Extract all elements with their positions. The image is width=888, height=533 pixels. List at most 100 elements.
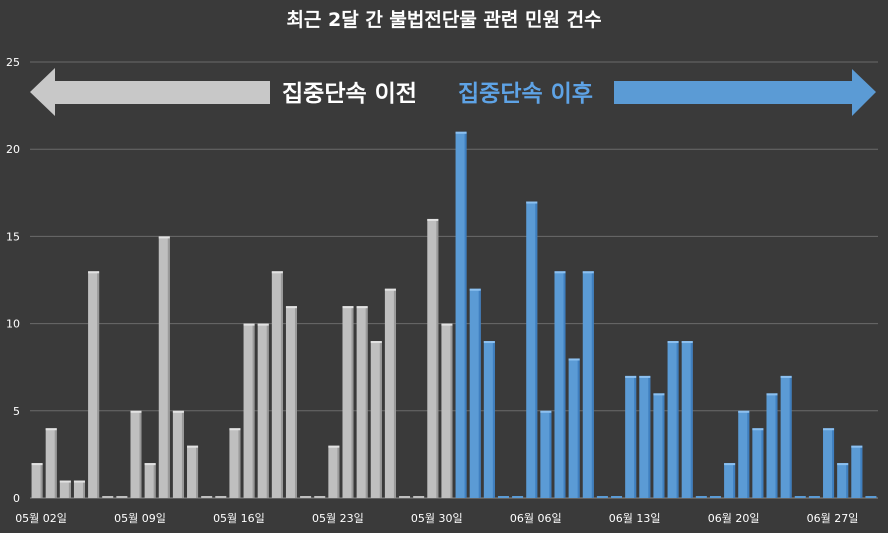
bar — [625, 375, 637, 498]
x-tick-label: 05월 02일 — [15, 511, 67, 525]
bar — [794, 496, 806, 498]
y-tick-label: 0 — [13, 492, 20, 505]
bar — [497, 496, 509, 498]
bar-top — [483, 341, 495, 344]
bar — [526, 201, 538, 498]
bar-face — [342, 306, 354, 498]
bar-top — [285, 306, 297, 309]
bar — [328, 445, 340, 498]
bar-side — [846, 463, 849, 498]
bar-face — [441, 323, 453, 498]
bar-top — [837, 463, 849, 466]
bar-side — [563, 271, 566, 498]
bar-top — [724, 463, 736, 466]
bar-side — [648, 375, 651, 498]
bar — [639, 375, 651, 498]
bar — [540, 410, 552, 498]
bar-face — [356, 306, 368, 498]
before-label: 집중단속 이전 — [282, 81, 417, 107]
bar-face — [88, 271, 100, 498]
bar — [455, 131, 467, 498]
bar-side — [280, 271, 283, 498]
bar-side — [167, 236, 170, 498]
bar-top — [441, 323, 453, 326]
bar-face — [172, 410, 184, 498]
bar-side — [775, 393, 778, 498]
bar-side — [535, 201, 538, 498]
bar — [681, 341, 693, 498]
x-tick-label: 06월 27일 — [807, 511, 859, 525]
bar — [102, 496, 114, 498]
bar-top — [356, 306, 368, 309]
bar-top — [31, 463, 43, 466]
bar-side — [266, 323, 269, 498]
bar-side — [591, 271, 594, 498]
bar-top — [59, 480, 71, 483]
bar — [766, 393, 778, 498]
bar-face — [455, 131, 467, 498]
bar-top — [243, 323, 255, 326]
bar — [865, 496, 877, 498]
bar — [823, 428, 835, 498]
bar — [215, 496, 227, 498]
bar — [384, 288, 396, 498]
x-tick-label: 05월 23일 — [312, 511, 364, 525]
bar — [512, 496, 524, 498]
bar — [370, 341, 382, 498]
before-arrow — [30, 68, 270, 116]
x-tick-label: 06월 06일 — [510, 511, 562, 525]
bar — [300, 496, 312, 498]
bar-top — [45, 428, 57, 431]
x-axis: 05월 02일 05월 09일 05월 16일 05월 23일 05월 30일 06월 0… — [15, 511, 858, 525]
bar-face — [285, 306, 297, 498]
x-tick-label: 05월 30일 — [411, 511, 463, 525]
bar-top — [639, 375, 651, 378]
bar-side — [747, 410, 750, 498]
after-arrow — [614, 69, 876, 116]
bar-top — [681, 341, 693, 344]
bar-face — [469, 288, 481, 498]
bar-face — [766, 393, 778, 498]
bar-side — [733, 463, 736, 498]
bar — [427, 218, 439, 498]
bars — [31, 131, 877, 498]
bar-top — [73, 480, 85, 483]
bar — [568, 358, 580, 498]
bar-face — [681, 341, 693, 498]
bar — [413, 496, 425, 498]
bar — [314, 496, 326, 498]
bar-face — [724, 463, 736, 498]
bar-side — [153, 463, 156, 498]
bar — [187, 445, 199, 498]
bar-side — [676, 341, 679, 498]
bar-side — [860, 445, 863, 498]
bar-top — [526, 201, 538, 204]
bar-top — [88, 271, 100, 274]
bar-side — [436, 218, 439, 498]
y-tick-label: 20 — [6, 143, 20, 156]
bar — [709, 496, 721, 498]
bar — [130, 410, 142, 498]
bar — [88, 271, 100, 498]
bar-top — [187, 445, 199, 448]
bar-side — [393, 288, 396, 498]
bar-top — [554, 271, 566, 274]
bar-top — [738, 410, 750, 413]
bar-face — [31, 463, 43, 498]
bar-top — [370, 341, 382, 344]
x-tick-label: 06월 13일 — [609, 511, 661, 525]
bar-face — [738, 410, 750, 498]
bar-top — [568, 358, 580, 361]
bar — [808, 496, 820, 498]
bar-face — [568, 358, 580, 498]
bar-face — [554, 271, 566, 498]
bar-top — [823, 428, 835, 431]
bar — [483, 341, 495, 498]
bar-side — [196, 445, 199, 498]
bar-side — [337, 445, 340, 498]
bar-side — [139, 410, 142, 498]
bar-face — [851, 445, 863, 498]
bar-side — [634, 375, 637, 498]
bar — [285, 306, 297, 498]
bar-top — [752, 428, 764, 431]
